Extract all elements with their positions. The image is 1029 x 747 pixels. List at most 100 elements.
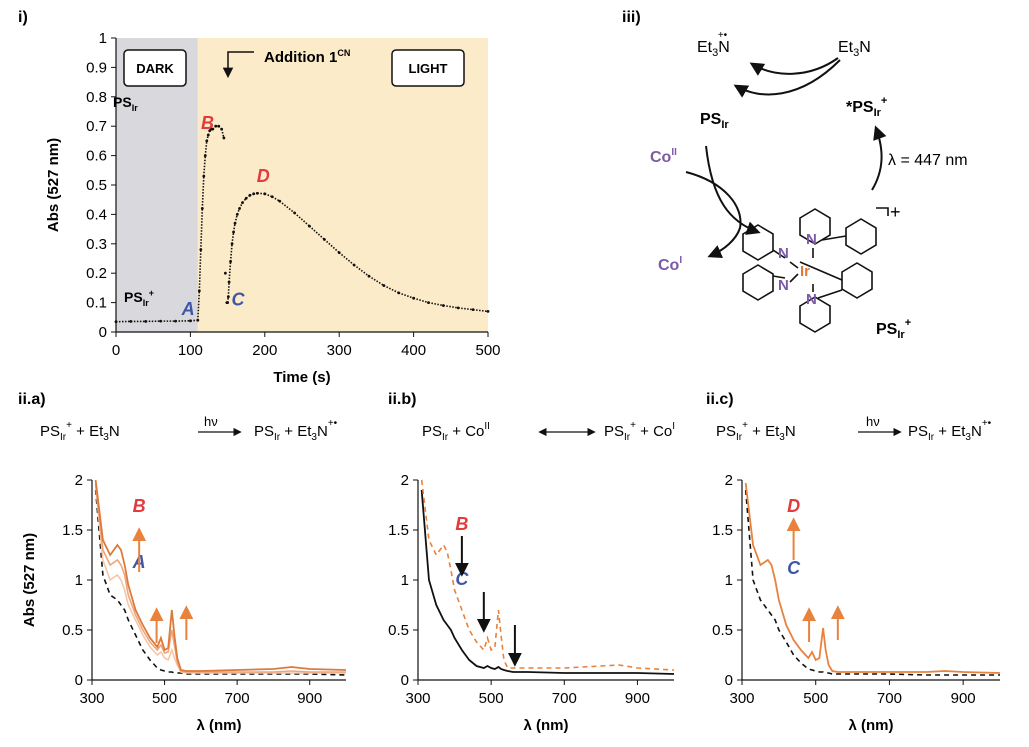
atom-n-bottom: N [806, 291, 817, 308]
panel-ii-b-ytick-label: 1 [401, 572, 409, 589]
panel-ii-b-xtick-label: 500 [479, 690, 504, 707]
panel-i-xtick-label: 300 [327, 342, 352, 359]
atom-n-left-top: N [778, 245, 789, 262]
panel-ii-b-ytick-label: 2 [401, 472, 409, 489]
panel-i-data-trace [398, 292, 414, 299]
panel-i-data-trace [413, 297, 429, 304]
panel-ii-c-annotation-D: D [787, 496, 800, 516]
panel-ii-a-ytick-label: 0 [75, 672, 83, 689]
panel-ii-c-ytick-label: 1 [725, 572, 733, 589]
panel-i-xtick-label: 400 [401, 342, 426, 359]
panel-i-data-trace [226, 296, 230, 303]
panel-i-ytick-label: 0.3 [86, 236, 107, 253]
wavelength-label: λ = 447 nm [888, 152, 968, 169]
reduction-arc [705, 145, 761, 235]
panel-ii-b-ytick-label: 1.5 [388, 522, 409, 539]
panel-i-ytick-label: 0.1 [86, 295, 107, 312]
panel-i-points [114, 124, 490, 324]
light-region [197, 38, 488, 332]
panel-i-ytick-label: 1 [99, 30, 107, 47]
panel-iii-label: iii) [622, 9, 641, 26]
panel-ii-b-header: ii.b) PSIr + CoII PSIr+ + CoI [388, 391, 675, 443]
panel-i-data-trace [227, 281, 230, 297]
panel-ii-c-ytick-label: 2 [725, 472, 733, 489]
panel-i-data-trace [198, 249, 202, 291]
cobalt-arc [685, 171, 742, 259]
panel-ii-a-series-orange-mid [94, 482, 346, 673]
panel-i-ytick-label: 0.4 [86, 206, 107, 223]
panel-i-data-trace [228, 261, 232, 283]
panel-ii-a-xlabel: λ (nm) [197, 717, 242, 734]
ir-complex-structure: N N N N Ir + [742, 202, 901, 333]
excitation-arrow [871, 125, 887, 191]
equation-ii-a-products: PSIr + Et3N+• [254, 418, 338, 443]
panel-ii-a-series-black-dashed [94, 489, 347, 676]
panel-i-data-trace [236, 208, 241, 215]
atom-n-left-bottom: N [778, 277, 789, 294]
et3n: Et3N [838, 39, 871, 59]
addition-arrow [222, 51, 254, 79]
chart-ii-c: 0 0.5 1 1.5 2 300 500 700 900 λ (nm) D C [712, 472, 1001, 734]
complex-label: PSIr+ [876, 317, 911, 341]
panel-ii-b-xtick-label: 900 [625, 690, 650, 707]
panel-ii-c-series-orange-solid [744, 482, 1001, 674]
panel-i-xlabel: Time (s) [273, 369, 330, 386]
hv-ii-c: hν [866, 414, 880, 429]
panel-i-ytick-label: 0 [99, 324, 107, 341]
atom-n-top: N [806, 231, 817, 248]
panel-i-ytick-label: 0.7 [86, 118, 107, 135]
panel-i-data-trace [232, 223, 236, 233]
equation-ii-a: PSIr+ + Et3N [40, 420, 120, 443]
panel-i-data-trace [308, 225, 325, 240]
panel-iii: iii) Et3N+• Et3N PSIr *PSIr+ CoII CoI λ … [622, 9, 968, 341]
ps-ir-top-label: PSIr [113, 94, 138, 113]
panel-i-data-trace [294, 212, 310, 227]
panel-i-data-trace [279, 200, 296, 214]
panel-ii-b-xlabel: λ (nm) [524, 717, 569, 734]
panel-i-data-trace [338, 252, 355, 266]
panel-i-data-trace [353, 264, 370, 277]
panel-i-data-trace [271, 196, 281, 202]
equation-ii-b: PSIr + CoII [422, 421, 490, 443]
panel-ii-b-label: ii.b) [388, 391, 416, 408]
chart-ii-a: 0 0.5 1 1.5 2 300 500 700 900 λ (nm) Abs (527 nm) B… [21, 472, 347, 734]
panel-i-data-trace [205, 134, 210, 142]
quench-arc-2 [733, 59, 841, 98]
panel-ii-c-ytick-label: 0.5 [712, 622, 733, 639]
panel-i-ytick-label: 0.5 [86, 177, 107, 194]
panel-ii-a-xtick-label: 900 [297, 690, 322, 707]
panel-i-data-trace [204, 140, 208, 156]
annotation-A: A [181, 299, 195, 319]
panel-i-data-trace [473, 308, 489, 313]
complex-charge: + [890, 202, 901, 222]
complex-bracket [876, 207, 889, 216]
panel-i-label: i) [18, 9, 28, 26]
panel-i-data-point [486, 310, 490, 313]
panel-ii-a-ytick-label: 2 [75, 472, 83, 489]
panel-ii-a-xtick-label: 500 [152, 690, 177, 707]
panel-i-ytick-label: 0.2 [86, 265, 107, 282]
ps-ir-scheme: PSIr [700, 111, 729, 131]
panel-i-data-trace [428, 301, 444, 307]
panel-i-data-point [222, 136, 226, 140]
panel-i-data-trace [241, 197, 247, 204]
panel-i-xtick-label: 100 [178, 342, 203, 359]
atom-ir: Ir [800, 263, 810, 280]
panel-ii-c-annotation-C: C [787, 558, 801, 578]
panel-ii-c-header: ii.c) PSIr+ + Et3N hν PSIr + Et3N+• [706, 391, 992, 443]
panel-i-data-trace [202, 155, 207, 177]
panel-ii-c-xtick-label: 500 [803, 690, 828, 707]
light-box-label: LIGHT [409, 61, 448, 76]
dark-region [116, 38, 198, 332]
addition-label: Addition 1CN [264, 48, 350, 66]
light-box [391, 49, 465, 87]
panel-i-data-trace [458, 307, 474, 311]
panel-ii-a-series-orange-dark [94, 479, 347, 672]
panel-i: i) 0 0.1 0.2 0.3 0.4 0.5 0.6 0.7 0.8 0.9 1 0 100 200 3… [18, 9, 501, 386]
panel-ii-c-ytick-label: 1.5 [712, 522, 733, 539]
panel-ii-a-ytick-label: 1.5 [62, 522, 83, 539]
panel-ii-a-ylabel: Abs (527 nm) [21, 533, 38, 627]
panel-ii-a-annotation-B: B [133, 496, 146, 516]
annotation-C: C [232, 290, 246, 310]
